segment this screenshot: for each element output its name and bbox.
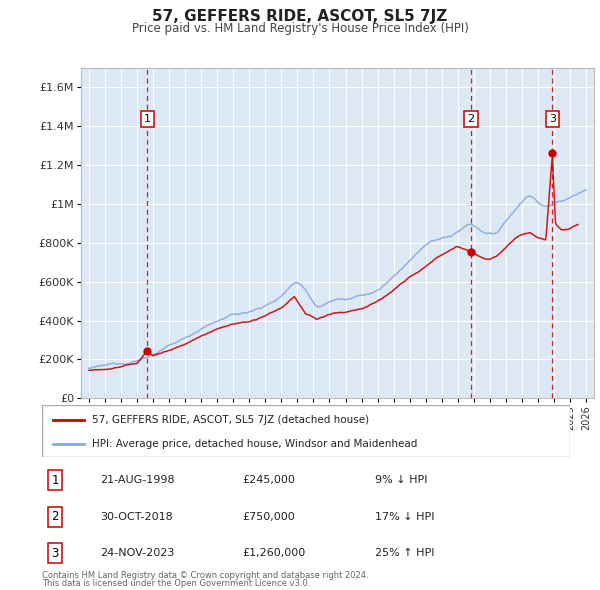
Text: £245,000: £245,000: [242, 476, 296, 485]
Text: 17% ↓ HPI: 17% ↓ HPI: [374, 512, 434, 522]
Text: £1,260,000: £1,260,000: [242, 549, 306, 558]
Text: 1: 1: [144, 114, 151, 124]
Text: 1: 1: [52, 474, 59, 487]
Text: 30-OCT-2018: 30-OCT-2018: [100, 512, 173, 522]
Text: 25% ↑ HPI: 25% ↑ HPI: [374, 549, 434, 558]
Text: £750,000: £750,000: [242, 512, 295, 522]
Text: HPI: Average price, detached house, Windsor and Maidenhead: HPI: Average price, detached house, Wind…: [92, 440, 418, 449]
Text: 21-AUG-1998: 21-AUG-1998: [100, 476, 175, 485]
Text: 9% ↓ HPI: 9% ↓ HPI: [374, 476, 427, 485]
Text: 24-NOV-2023: 24-NOV-2023: [100, 549, 175, 558]
Text: 2: 2: [52, 510, 59, 523]
Text: This data is licensed under the Open Government Licence v3.0.: This data is licensed under the Open Gov…: [42, 579, 310, 588]
Text: 57, GEFFERS RIDE, ASCOT, SL5 7JZ: 57, GEFFERS RIDE, ASCOT, SL5 7JZ: [152, 9, 448, 24]
Text: Contains HM Land Registry data © Crown copyright and database right 2024.: Contains HM Land Registry data © Crown c…: [42, 571, 368, 580]
Text: 57, GEFFERS RIDE, ASCOT, SL5 7JZ (detached house): 57, GEFFERS RIDE, ASCOT, SL5 7JZ (detach…: [92, 415, 369, 425]
Text: Price paid vs. HM Land Registry's House Price Index (HPI): Price paid vs. HM Land Registry's House …: [131, 22, 469, 35]
Text: 3: 3: [549, 114, 556, 124]
Text: 3: 3: [52, 547, 59, 560]
Text: 2: 2: [467, 114, 475, 124]
